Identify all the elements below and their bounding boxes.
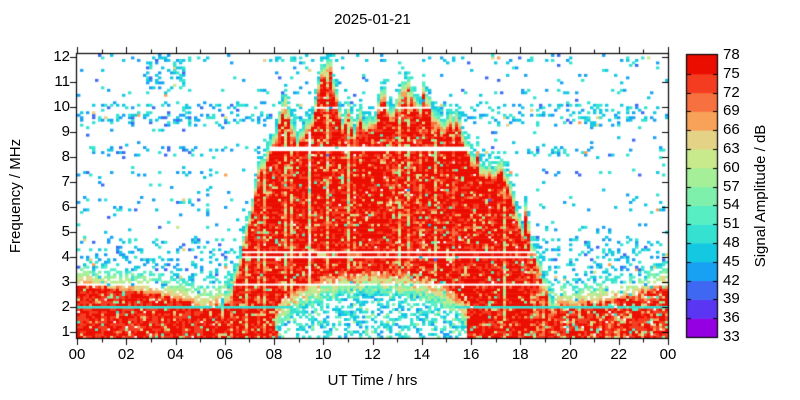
y-tick-label: 9 [61, 122, 70, 140]
y-tick-label: 10 [53, 97, 70, 115]
y-axis-label: Frequency / MHz [7, 138, 24, 254]
x-tick-label: 10 [314, 346, 332, 363]
colorbar-tick-label: 78 [723, 46, 740, 63]
x-tick-label: 12 [364, 346, 381, 363]
colorbar-tick-label: 39 [723, 290, 740, 308]
colorbar-tick-label: 54 [723, 196, 740, 214]
colorbar-tick-label: 63 [723, 140, 740, 157]
colorbar-tick-label: 57 [723, 177, 740, 195]
x-tick-label: 02 [117, 346, 135, 363]
x-tick-label: 16 [462, 346, 480, 363]
y-tick-label: 4 [61, 247, 70, 265]
colorbar-tick-label: 45 [723, 252, 740, 270]
x-tick-label: 14 [413, 346, 431, 363]
colorbar-tick-label: 48 [723, 234, 740, 251]
colorbar-tick-label: 75 [723, 64, 740, 82]
x-tick-label: 18 [511, 346, 529, 363]
x-tick-label: 00 [68, 346, 86, 363]
y-tick-label: 1 [61, 322, 70, 340]
x-tick-label: 20 [561, 346, 578, 363]
colorbar-tick-label: 42 [723, 271, 740, 289]
colorbar-tick-label: 72 [723, 83, 740, 101]
colorbar-tick-label: 60 [723, 158, 740, 176]
y-tick-label: 8 [61, 147, 70, 165]
y-tick-label: 5 [61, 222, 70, 240]
y-tick-label: 6 [61, 197, 70, 215]
y-tick-label: 12 [53, 47, 70, 65]
x-tick-label: 22 [610, 346, 628, 363]
colorbar-tick-label: 66 [723, 121, 740, 139]
colorbar-tick-label: 36 [723, 309, 740, 327]
y-tick-label: 3 [61, 272, 70, 290]
x-tick-label: 00 [659, 346, 677, 363]
y-tick-label: 7 [61, 172, 70, 190]
y-tick-label: 2 [61, 297, 70, 315]
chart-title: 2025-01-21 [334, 11, 411, 28]
colorbar-tick-label: 69 [723, 102, 740, 120]
colorbar-tick-label: 51 [723, 215, 740, 233]
x-tick-label: 06 [216, 346, 234, 363]
x-axis-label: UT Time / hrs [327, 372, 418, 389]
colorbar-label: Signal Amplitude / dB [752, 124, 769, 268]
x-tick-label: 08 [265, 346, 283, 363]
y-tick-label: 11 [54, 72, 70, 90]
colorbar-tick-label: 33 [723, 328, 740, 345]
x-tick-label: 04 [167, 346, 184, 363]
